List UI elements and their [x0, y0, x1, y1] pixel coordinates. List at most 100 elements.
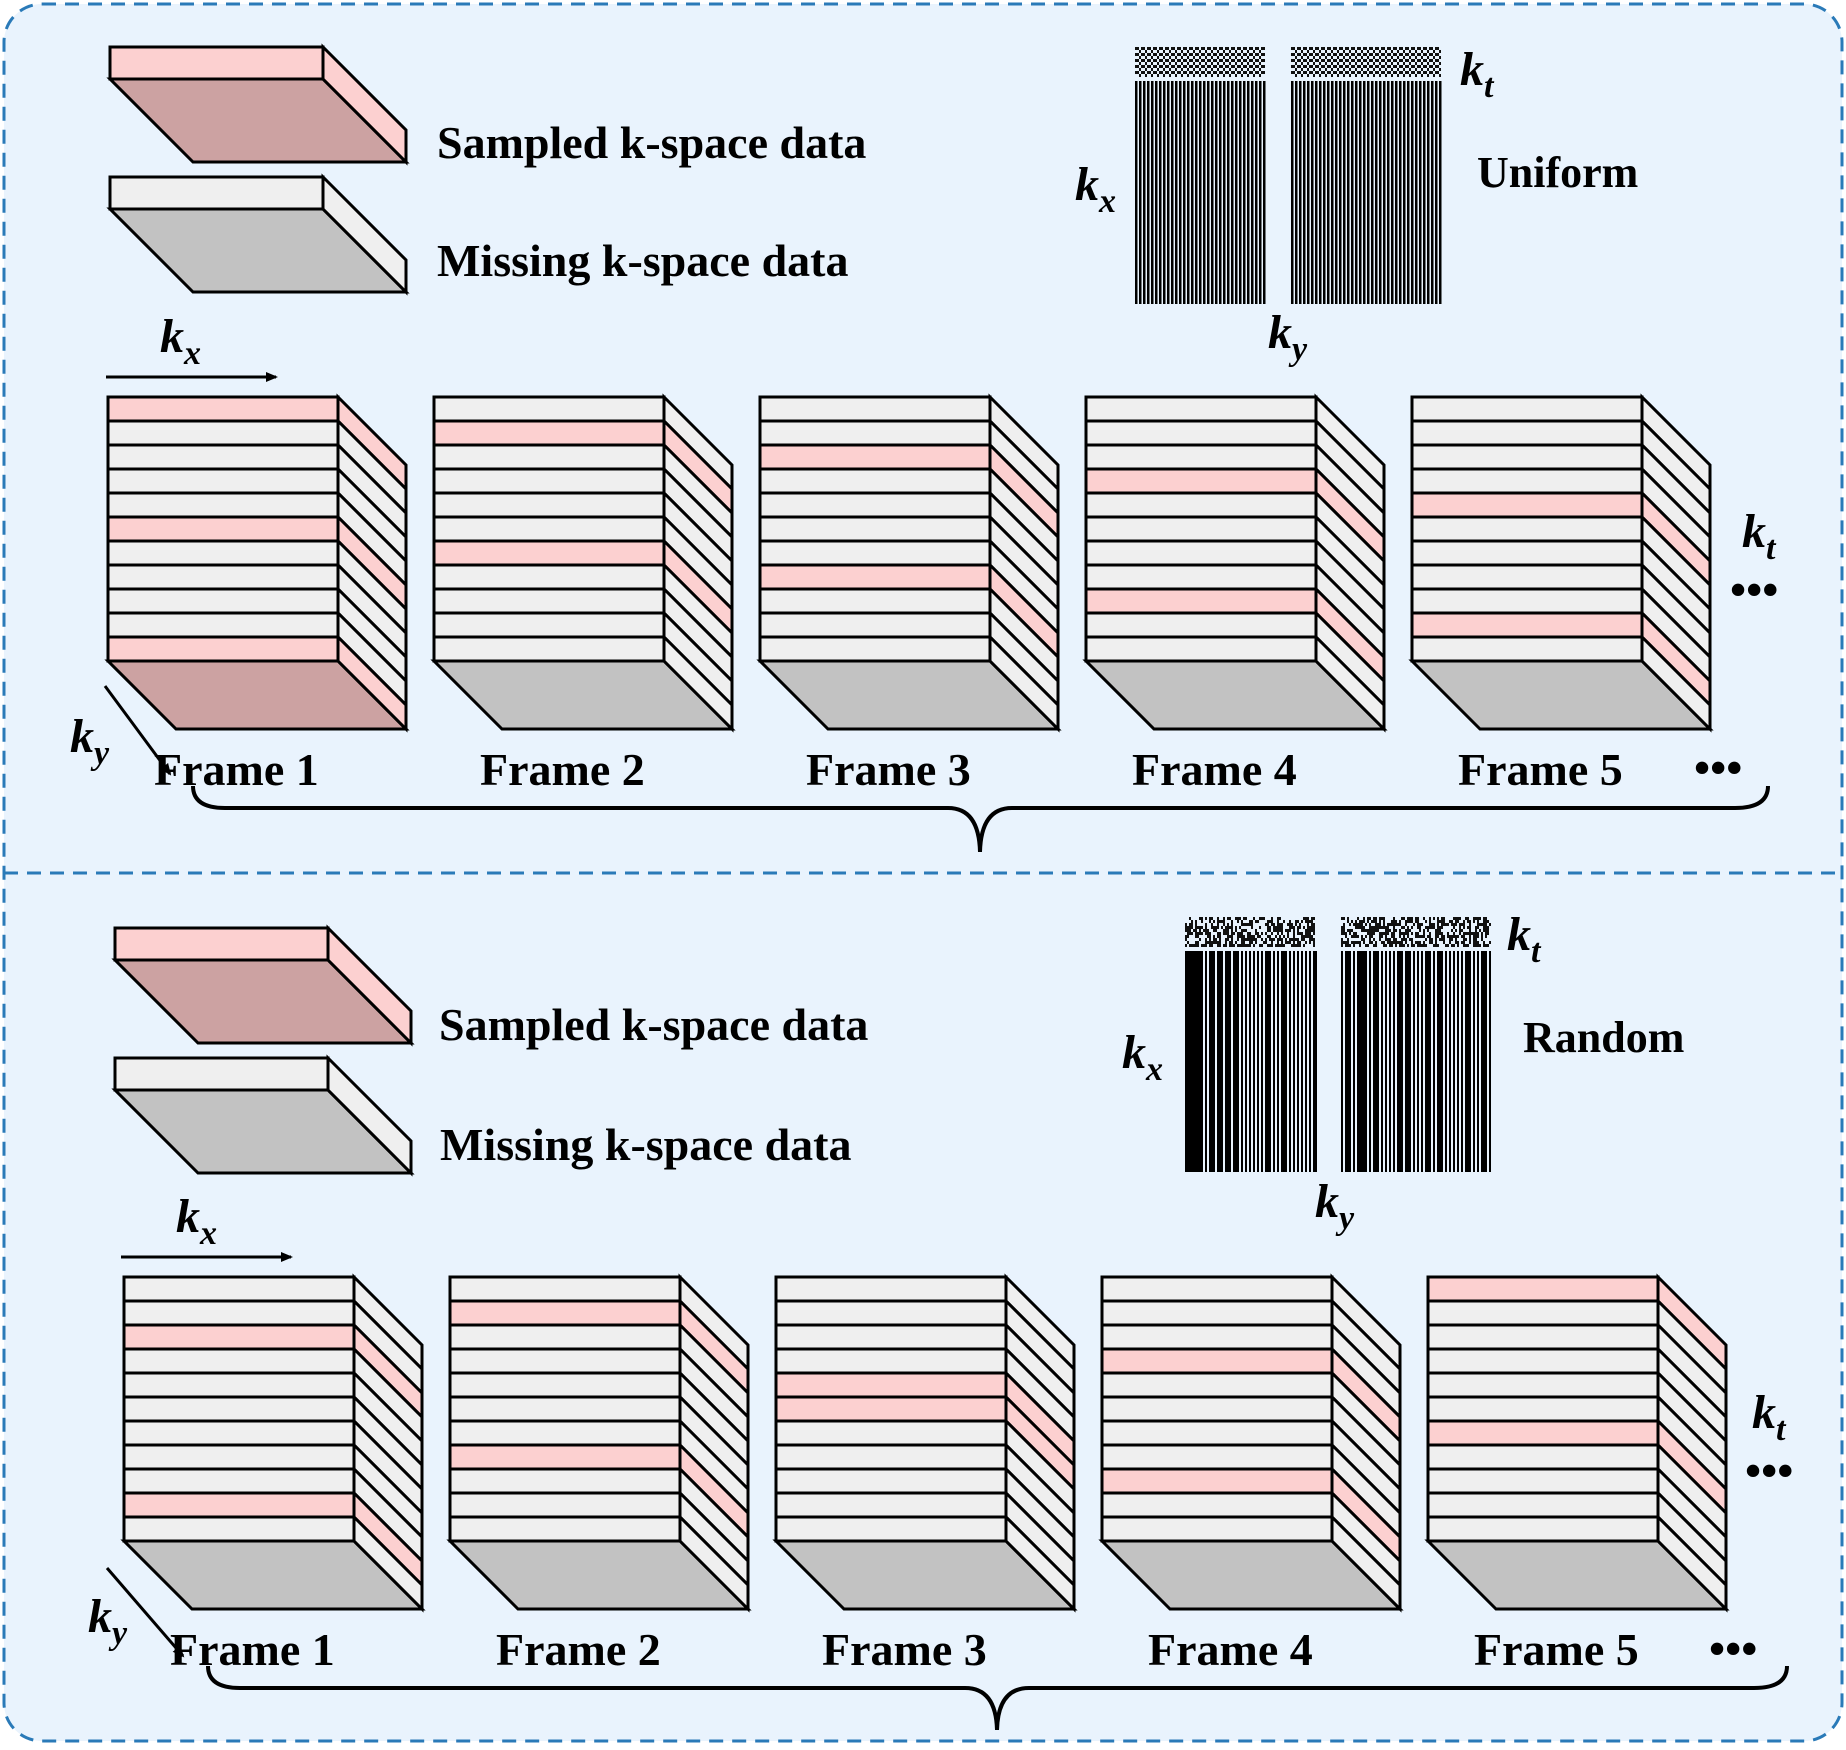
frames-group: Frame 1 Frame 2 Frame 3 Frame 4 Frame 5: [120, 1273, 1730, 1675]
missing-row: [1410, 515, 1644, 543]
missing-row: [1084, 515, 1318, 543]
missing-row: [774, 1299, 1008, 1327]
frames-ellipsis: •••: [1694, 742, 1742, 793]
panel-uniform: Sampled k-space data Missing k-space dat…: [70, 43, 1778, 853]
pattern-ky-label: ky: [1268, 306, 1308, 368]
pattern-kt-strip: [1185, 917, 1491, 947]
missing-row: [1410, 395, 1644, 423]
frame-label: Frame 3: [822, 1624, 987, 1675]
missing-row: [1410, 563, 1644, 591]
frames-brace: [191, 785, 1770, 853]
slab-side: [321, 173, 408, 296]
missing-row: [1100, 1371, 1334, 1399]
missing-row: [1100, 1443, 1334, 1471]
missing-row: [1426, 1395, 1660, 1423]
missing-row: [122, 1443, 356, 1471]
missing-row: [122, 1419, 356, 1447]
sampled-row: [758, 443, 992, 471]
missing-row: [448, 1323, 682, 1351]
sampled-row-side: [336, 633, 408, 733]
slab-side: [326, 1054, 413, 1177]
slab-side: [326, 924, 413, 1047]
frames-group: Frame 1 Frame 2 Frame 3 Frame 4 Frame 5: [104, 393, 1714, 795]
missing-row: [1084, 635, 1318, 663]
missing-row: [448, 1467, 682, 1495]
sampled-row: [1426, 1419, 1660, 1447]
missing-row: [758, 611, 992, 639]
missing-row: [774, 1275, 1008, 1303]
missing-row: [1084, 611, 1318, 639]
missing-row: [432, 443, 666, 471]
frame-label: Frame 3: [806, 744, 971, 795]
frame-1: Frame 1: [104, 393, 410, 795]
missing-row-side: [352, 1513, 424, 1613]
missing-row: [432, 563, 666, 591]
missing-row: [432, 467, 666, 495]
missing-row: [1410, 419, 1644, 447]
missing-row: [432, 491, 666, 519]
frame-4: Frame 4: [1082, 393, 1388, 795]
missing-row: [758, 587, 992, 615]
missing-row: [448, 1347, 682, 1375]
pattern-kt-strip: [1135, 47, 1441, 77]
frames-kx-label: kx: [160, 310, 201, 372]
frame-2: Frame 2: [430, 393, 736, 795]
missing-row: [758, 539, 992, 567]
sampled-row: [122, 1491, 356, 1519]
missing-row: [774, 1515, 1008, 1543]
missing-row: [106, 611, 340, 639]
frame-5: Frame 5: [1424, 1273, 1730, 1675]
sampled-row: [448, 1299, 682, 1327]
frames-brace: [206, 1665, 1789, 1731]
missing-row: [1100, 1299, 1334, 1327]
missing-row: [432, 395, 666, 423]
missing-row: [1426, 1515, 1660, 1543]
sampled-row: [1084, 467, 1318, 495]
missing-row: [1426, 1347, 1660, 1375]
frames-kx-label: kx: [176, 1190, 217, 1252]
missing-row-side: [1314, 633, 1386, 733]
frames-ky-label: ky: [70, 710, 110, 772]
frames-ellipsis: •••: [1709, 1623, 1757, 1674]
missing-row: [774, 1443, 1008, 1471]
kt-ellipsis: •••: [1730, 564, 1778, 615]
missing-row: [106, 587, 340, 615]
legend-missing-label: Missing k-space data: [437, 235, 848, 286]
frame-1: Frame 1: [120, 1273, 426, 1675]
missing-row: [432, 635, 666, 663]
frame-label: Frame 1: [170, 1624, 335, 1675]
missing-row: [1426, 1371, 1660, 1399]
pattern-kx-label: kx: [1075, 158, 1116, 220]
missing-row: [1426, 1467, 1660, 1495]
missing-row: [448, 1515, 682, 1543]
sampled-row: [1100, 1467, 1334, 1495]
frame-5: Frame 5: [1408, 393, 1714, 795]
slab-front: [113, 1056, 330, 1092]
frame-label: Frame 1: [154, 744, 319, 795]
slab-front: [113, 926, 330, 962]
missing-row: [758, 515, 992, 543]
missing-row: [1100, 1275, 1334, 1303]
missing-row: [1100, 1419, 1334, 1447]
missing-row: [106, 491, 340, 519]
sampled-row: [1410, 491, 1644, 519]
missing-row: [1084, 443, 1318, 471]
missing-row: [1084, 395, 1318, 423]
missing-row: [106, 563, 340, 591]
legend-sampled-slab: [111, 924, 415, 1047]
missing-row: [1084, 491, 1318, 519]
missing-row: [448, 1275, 682, 1303]
sampling-pattern-random: [1185, 917, 1491, 1172]
missing-row: [774, 1467, 1008, 1495]
panel-random: Sampled k-space data Missing k-space dat…: [88, 908, 1793, 1731]
missing-row-side: [1656, 1513, 1728, 1613]
legend-missing-label: Missing k-space data: [440, 1119, 851, 1170]
missing-row: [122, 1515, 356, 1543]
missing-row: [432, 611, 666, 639]
frame-4: Frame 4: [1098, 1273, 1404, 1675]
missing-row: [774, 1347, 1008, 1375]
sampled-row: [106, 515, 340, 543]
missing-row: [758, 467, 992, 495]
missing-row: [448, 1371, 682, 1399]
